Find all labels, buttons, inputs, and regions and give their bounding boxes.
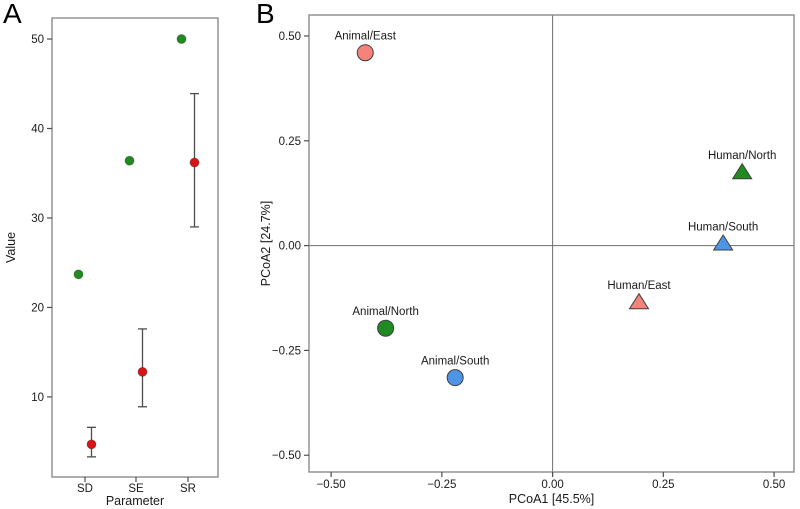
data-point-animal-north bbox=[377, 319, 395, 337]
x-axis-tick-label: 0.50 bbox=[763, 479, 785, 491]
y-axis-tick-label: 30 bbox=[31, 213, 44, 225]
panel-b-plot: −0.50 −0.25 0.00 0.25 0.50 −0.50 −0.25 0.00 0.25… bbox=[259, 14, 795, 506]
y-axis-tick-label: 0.00 bbox=[279, 241, 301, 253]
y-axis-tick-label: 20 bbox=[31, 302, 44, 314]
data-point-red-points-with-error-bars bbox=[137, 366, 148, 377]
data-point-animal-east bbox=[356, 44, 374, 62]
y-axis-tick-label: −0.25 bbox=[272, 345, 301, 357]
panel-a-label: A bbox=[3, 0, 22, 29]
y-axis-tick-label: 50 bbox=[31, 34, 44, 46]
data-point-green-points bbox=[73, 269, 84, 280]
point-label: Human/East bbox=[607, 280, 671, 292]
point-label: Animal/North bbox=[352, 306, 418, 318]
panel-b-label: B bbox=[256, 0, 275, 29]
panel-a-border bbox=[51, 17, 219, 478]
y-axis-tick-label: 10 bbox=[31, 392, 44, 404]
x-axis-tick-label: 0.25 bbox=[652, 479, 674, 491]
y-axis-tick-label: 0.25 bbox=[279, 136, 301, 148]
point-label: Animal/East bbox=[335, 31, 397, 43]
point-label: Animal/South bbox=[421, 356, 489, 368]
data-point-green-points bbox=[176, 34, 187, 44]
data-point-green-points bbox=[124, 155, 135, 166]
x-axis-tick-label: 0.00 bbox=[541, 479, 563, 491]
data-point-animal-south bbox=[446, 369, 464, 387]
x-axis-title: PCoA1 [45.5%] bbox=[509, 492, 594, 506]
x-axis-tick-label: SD bbox=[77, 483, 93, 495]
point-label: Human/North bbox=[708, 150, 776, 162]
panel-b-border bbox=[308, 14, 795, 473]
x-axis-tick-label: SE bbox=[128, 483, 144, 495]
x-axis-title: Parameter bbox=[106, 494, 164, 508]
x-axis-tick-label: −0.50 bbox=[317, 479, 346, 491]
point-label: Human/South bbox=[688, 222, 758, 234]
y-axis-title: Value bbox=[4, 232, 18, 263]
y-axis-tick-label: 40 bbox=[31, 124, 44, 136]
y-axis-tick-label: −0.50 bbox=[272, 450, 301, 462]
x-axis-tick-label: −0.25 bbox=[427, 479, 456, 491]
data-point-human-south bbox=[712, 234, 734, 251]
data-point-red-points-with-error-bars bbox=[189, 157, 200, 168]
data-point-human-east bbox=[628, 292, 650, 310]
y-axis-title: PCoA2 [24.7%] bbox=[259, 201, 273, 286]
y-axis-tick-label: 0.50 bbox=[279, 31, 301, 43]
data-point-red-points-with-error-bars bbox=[86, 439, 97, 450]
x-axis-tick-label: SR bbox=[180, 483, 196, 495]
data-point-human-north bbox=[731, 162, 753, 180]
panel-a-plot: 10 20 30 40 50 SD SE SR Value Parameter bbox=[4, 17, 219, 508]
